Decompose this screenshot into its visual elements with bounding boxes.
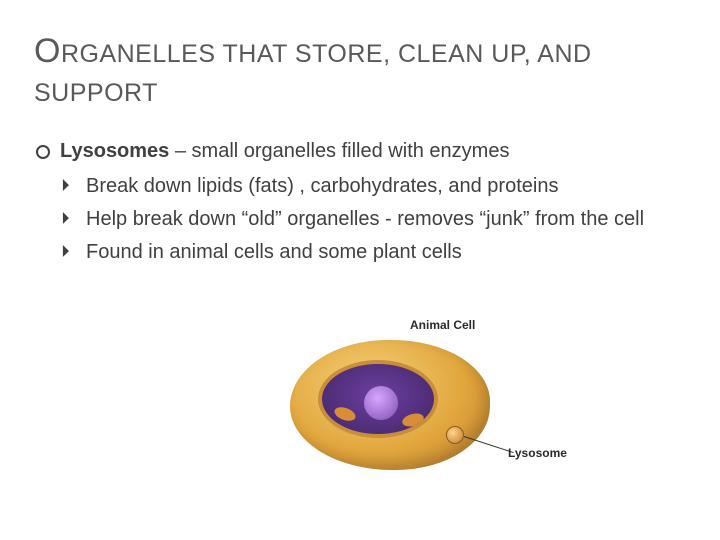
bullet-main: Lysosomes – small organelles filled with…: [34, 137, 686, 166]
image-label-lysosome: Lysosome: [508, 446, 567, 460]
cell-illustration: Animal Cell Lysosome: [260, 300, 560, 510]
bullet-sub-3: Found in animal cells and some plant cel…: [34, 238, 686, 267]
bullet-sub-2: Help break down “old” organelles - remov…: [34, 205, 686, 234]
bullet-sub-1: Break down lipids (fats) , carbohydrates…: [34, 172, 686, 201]
bullet-main-rest: – small organelles filled with enzymes: [169, 140, 509, 162]
organelle-icon: [333, 405, 358, 424]
leader-line: [464, 436, 514, 453]
bullet-main-label: Lysosomes: [60, 140, 169, 162]
lysosome-icon: [446, 426, 464, 444]
image-label-top: Animal Cell: [410, 318, 475, 332]
slide-title: ORGANELLES THAT STORE, CLEAN UP, AND SUP…: [34, 28, 686, 111]
slide: ORGANELLES THAT STORE, CLEAN UP, AND SUP…: [0, 0, 720, 540]
nucleus-icon: [364, 386, 398, 420]
cell-interior: [318, 360, 438, 438]
title-text: ORGANELLES THAT STORE, CLEAN UP, AND SUP…: [34, 40, 592, 107]
content-block: Lysosomes – small organelles filled with…: [34, 137, 686, 267]
